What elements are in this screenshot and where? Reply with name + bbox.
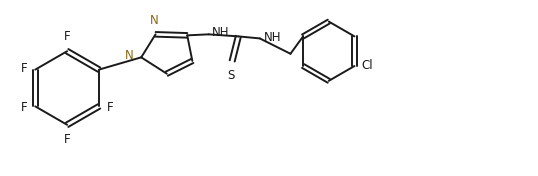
Text: NH: NH [264,31,281,44]
Text: F: F [107,101,114,114]
Text: F: F [20,101,27,114]
Text: F: F [20,62,27,75]
Text: S: S [228,69,235,82]
Text: NH: NH [213,26,230,39]
Text: F: F [64,133,70,146]
Text: Cl: Cl [361,58,373,71]
Text: F: F [64,30,70,43]
Text: N: N [150,14,159,27]
Text: N: N [125,49,134,62]
